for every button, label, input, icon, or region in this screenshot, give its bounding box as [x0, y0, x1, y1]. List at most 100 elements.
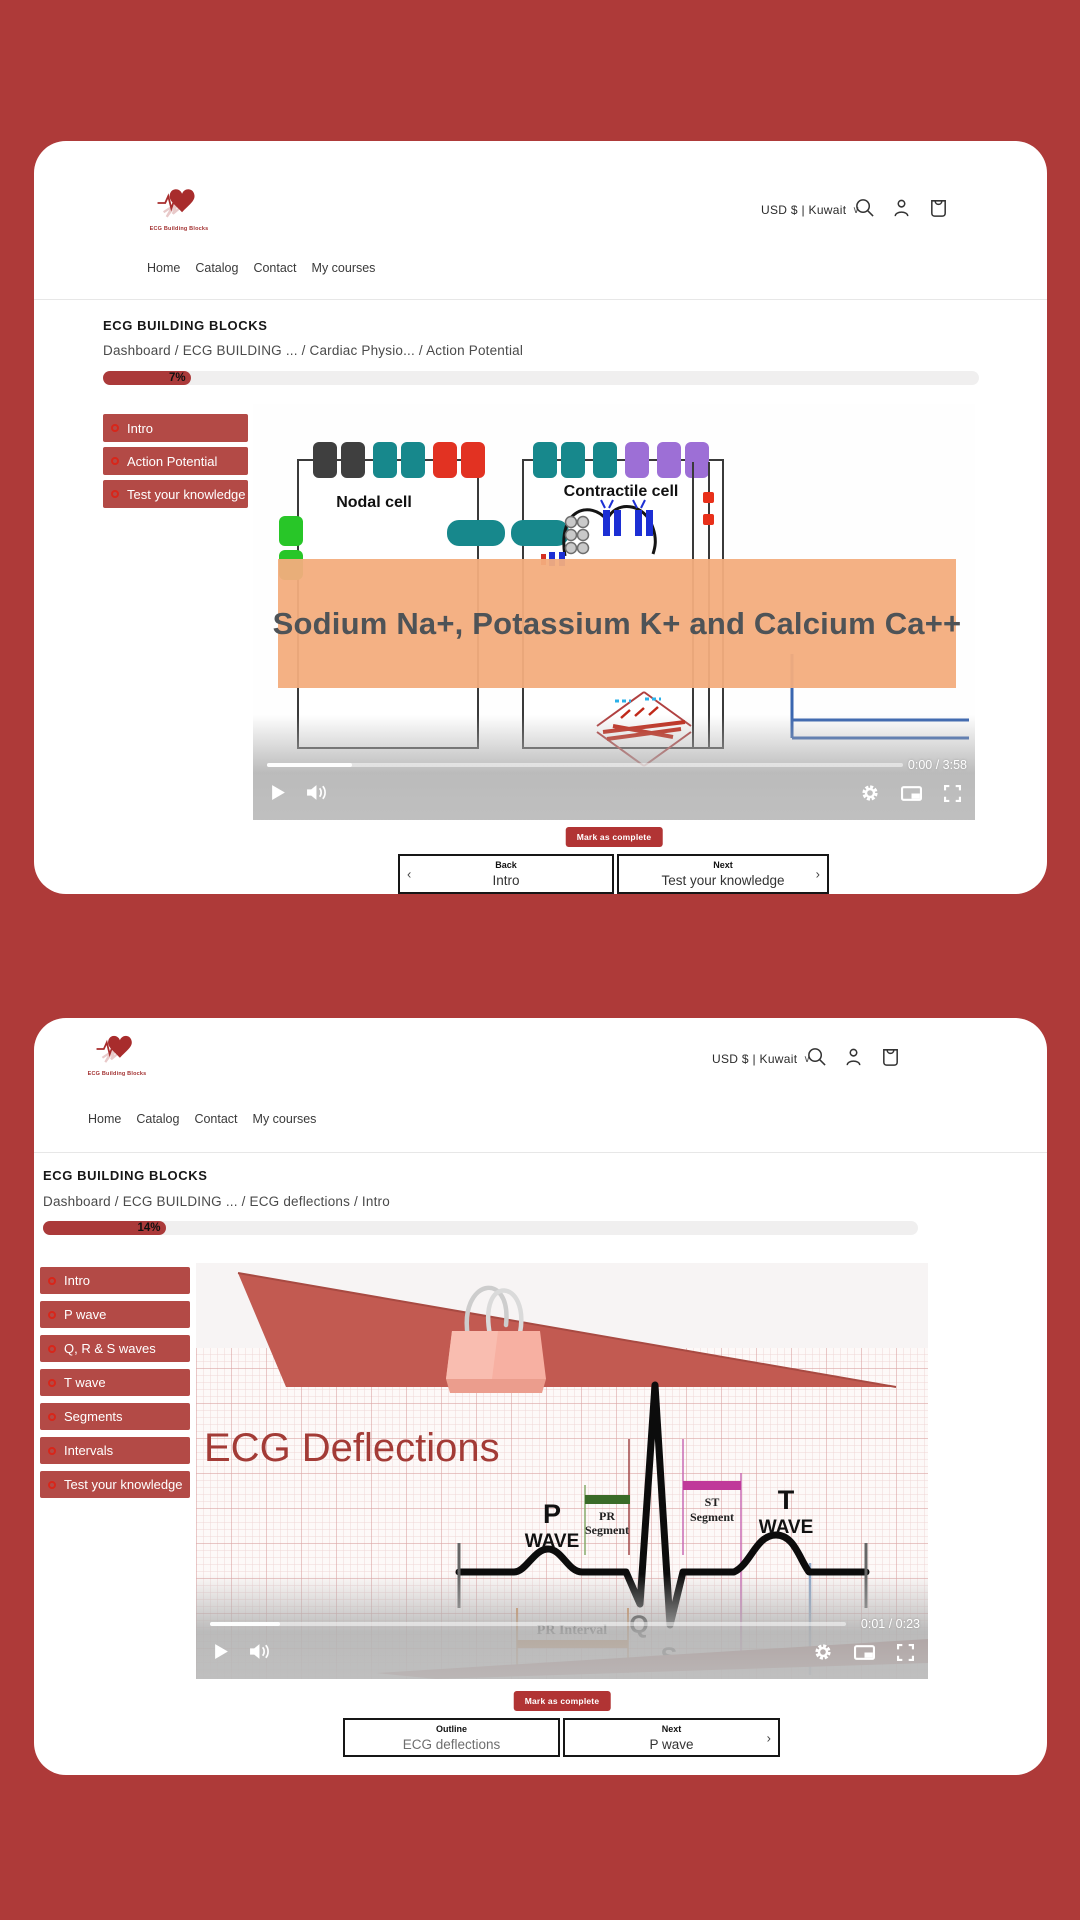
currency-selector[interactable]: USD $ | Kuwait ∨	[761, 203, 860, 217]
sidebar-item-intervals[interactable]: Intervals	[40, 1437, 190, 1464]
back-lesson-button[interactable]: ‹ Back Intro	[398, 854, 614, 894]
search-icon[interactable]	[806, 1046, 827, 1067]
chevron-left-icon: ‹	[407, 866, 412, 882]
logo-text: ECG Building Blocks	[87, 1071, 147, 1077]
volume-button[interactable]	[306, 784, 329, 801]
heart-ecg-logo-icon	[157, 189, 195, 218]
next-label: Next	[661, 1723, 682, 1734]
fullscreen-icon[interactable]	[897, 1643, 914, 1661]
outline-button[interactable]: Outline ECG deflections	[343, 1718, 560, 1757]
account-icon[interactable]	[891, 197, 912, 218]
seek-progress	[210, 1622, 280, 1626]
lesson-status-icon	[48, 1480, 56, 1489]
main-nav: Home Catalog Contact My courses	[88, 1112, 316, 1126]
pip-icon[interactable]	[901, 785, 922, 801]
nav-contact[interactable]: Contact	[253, 261, 297, 275]
progress-fill: 7%	[103, 371, 191, 385]
nav-my-courses[interactable]: My courses	[311, 261, 376, 275]
next-lesson-button[interactable]: Next Test your knowledge ›	[617, 854, 829, 894]
chevron-right-icon: ›	[766, 1730, 771, 1745]
seek-bar[interactable]	[210, 1622, 846, 1626]
contractile-cell-label: Contractile cell	[564, 483, 679, 500]
currency-selector[interactable]: USD $ | Kuwait ∨	[712, 1052, 811, 1066]
outline-course-name: ECG deflections	[402, 1736, 501, 1752]
fullscreen-icon[interactable]	[944, 784, 961, 802]
seek-progress	[267, 763, 352, 767]
settings-gear-icon[interactable]	[861, 784, 879, 802]
site-logo[interactable]: ECG Building Blocks	[144, 183, 214, 232]
lesson-status-icon	[48, 1378, 56, 1387]
play-button[interactable]	[271, 784, 286, 801]
sidebar-item-intro[interactable]: Intro	[40, 1267, 190, 1294]
chevron-down-icon: ∨	[852, 204, 860, 216]
video-player-action-potential[interactable]: Nodal cell Contractile cell	[253, 404, 975, 820]
video-caption-banner: Sodium Na+, Potassium K+ and Calcium Ca+…	[273, 559, 961, 688]
next-lesson-button[interactable]: Next P wave ›	[563, 1718, 780, 1757]
lesson-status-icon	[48, 1446, 56, 1455]
pip-icon[interactable]	[854, 1644, 875, 1660]
next-lesson-name: P wave	[649, 1736, 694, 1752]
st-segment-label1: ST	[705, 1495, 720, 1509]
progress-label: 14%	[137, 1222, 161, 1234]
back-lesson-name: Intro	[492, 873, 520, 888]
nav-my-courses[interactable]: My courses	[252, 1112, 317, 1126]
video-player-ecg-deflections[interactable]: ECG Deflections P WAVE PR Segment ST Seg…	[196, 1263, 928, 1679]
chevron-right-icon: ›	[815, 866, 820, 882]
sidebar-item-action-potential[interactable]: Action Potential	[103, 447, 248, 475]
course-title: ECG BUILDING BLOCKS	[43, 1168, 208, 1183]
sidebar-item-t-wave[interactable]: T wave	[40, 1369, 190, 1396]
nav-catalog[interactable]: Catalog	[136, 1112, 180, 1126]
search-icon[interactable]	[854, 197, 875, 218]
p-wave-label2: WAVE	[525, 1531, 580, 1552]
sidebar-item-qrs-waves[interactable]: Q, R & S waves	[40, 1335, 190, 1362]
chevron-down-icon: ∨	[803, 1053, 811, 1065]
account-icon[interactable]	[843, 1046, 864, 1067]
nav-contact[interactable]: Contact	[194, 1112, 238, 1126]
sidebar-item-test-your-knowledge[interactable]: Test your knowledge	[103, 480, 248, 508]
sidebar-item-segments[interactable]: Segments	[40, 1403, 190, 1430]
sidebar-item-label: Test your knowledge	[64, 1477, 183, 1492]
sidebar-item-label: T wave	[64, 1375, 106, 1390]
course-window-ecg-deflections: ECG Building Blocks USD $ | Kuwait ∨ Hom…	[34, 1018, 1047, 1775]
nodal-cell-label: Nodal cell	[336, 494, 412, 511]
lesson-status-icon	[48, 1344, 56, 1353]
main-nav: Home Catalog Contact My courses	[147, 261, 375, 275]
progress-bar: 7%	[103, 371, 979, 385]
sidebar-item-intro[interactable]: Intro	[103, 414, 248, 442]
next-label: Next	[713, 860, 733, 870]
slide-title: ECG Deflections	[204, 1426, 500, 1470]
logo-text: ECG Building Blocks	[149, 226, 209, 232]
sidebar-item-label: Test your knowledge	[127, 486, 246, 502]
cart-icon[interactable]	[928, 197, 949, 218]
breadcrumb[interactable]: Dashboard / ECG BUILDING ... / Cardiac P…	[103, 343, 524, 358]
breadcrumb[interactable]: Dashboard / ECG BUILDING ... / ECG defle…	[43, 1194, 390, 1209]
lesson-status-icon	[48, 1412, 56, 1421]
progress-label: 7%	[168, 372, 186, 384]
mark-as-complete-button[interactable]: Mark as complete	[513, 1691, 611, 1711]
nav-catalog[interactable]: Catalog	[195, 261, 239, 275]
volume-button[interactable]	[249, 1643, 272, 1660]
pr-segment-label1: PR	[599, 1509, 615, 1523]
mark-as-complete-button[interactable]: Mark as complete	[565, 827, 663, 847]
settings-gear-icon[interactable]	[814, 1643, 832, 1661]
sidebar-item-p-wave[interactable]: P wave	[40, 1301, 190, 1328]
back-label: Back	[495, 860, 517, 870]
site-logo[interactable]: ECG Building Blocks	[82, 1030, 152, 1077]
seek-bar[interactable]	[267, 763, 903, 767]
lesson-status-icon	[48, 1310, 56, 1319]
currency-label: USD $ | Kuwait	[712, 1052, 798, 1066]
play-button[interactable]	[214, 1643, 229, 1660]
sidebar-item-test-your-knowledge[interactable]: Test your knowledge	[40, 1471, 190, 1498]
header-divider	[34, 1152, 1047, 1153]
course-window-action-potential: ECG Building Blocks USD $ | Kuwait ∨ Hom…	[34, 141, 1047, 894]
nav-home[interactable]: Home	[88, 1112, 122, 1126]
sidebar-item-label: Segments	[64, 1409, 123, 1424]
nav-home[interactable]: Home	[147, 261, 181, 275]
currency-label: USD $ | Kuwait	[761, 203, 847, 217]
video-time: 0:00 / 3:58	[907, 758, 967, 772]
st-segment-label2: Segment	[690, 1510, 734, 1524]
cart-icon[interactable]	[880, 1046, 901, 1067]
course-title: ECG BUILDING BLOCKS	[103, 318, 268, 333]
sidebar-item-label: P wave	[64, 1307, 107, 1322]
outline-label: Outline	[436, 1723, 467, 1734]
